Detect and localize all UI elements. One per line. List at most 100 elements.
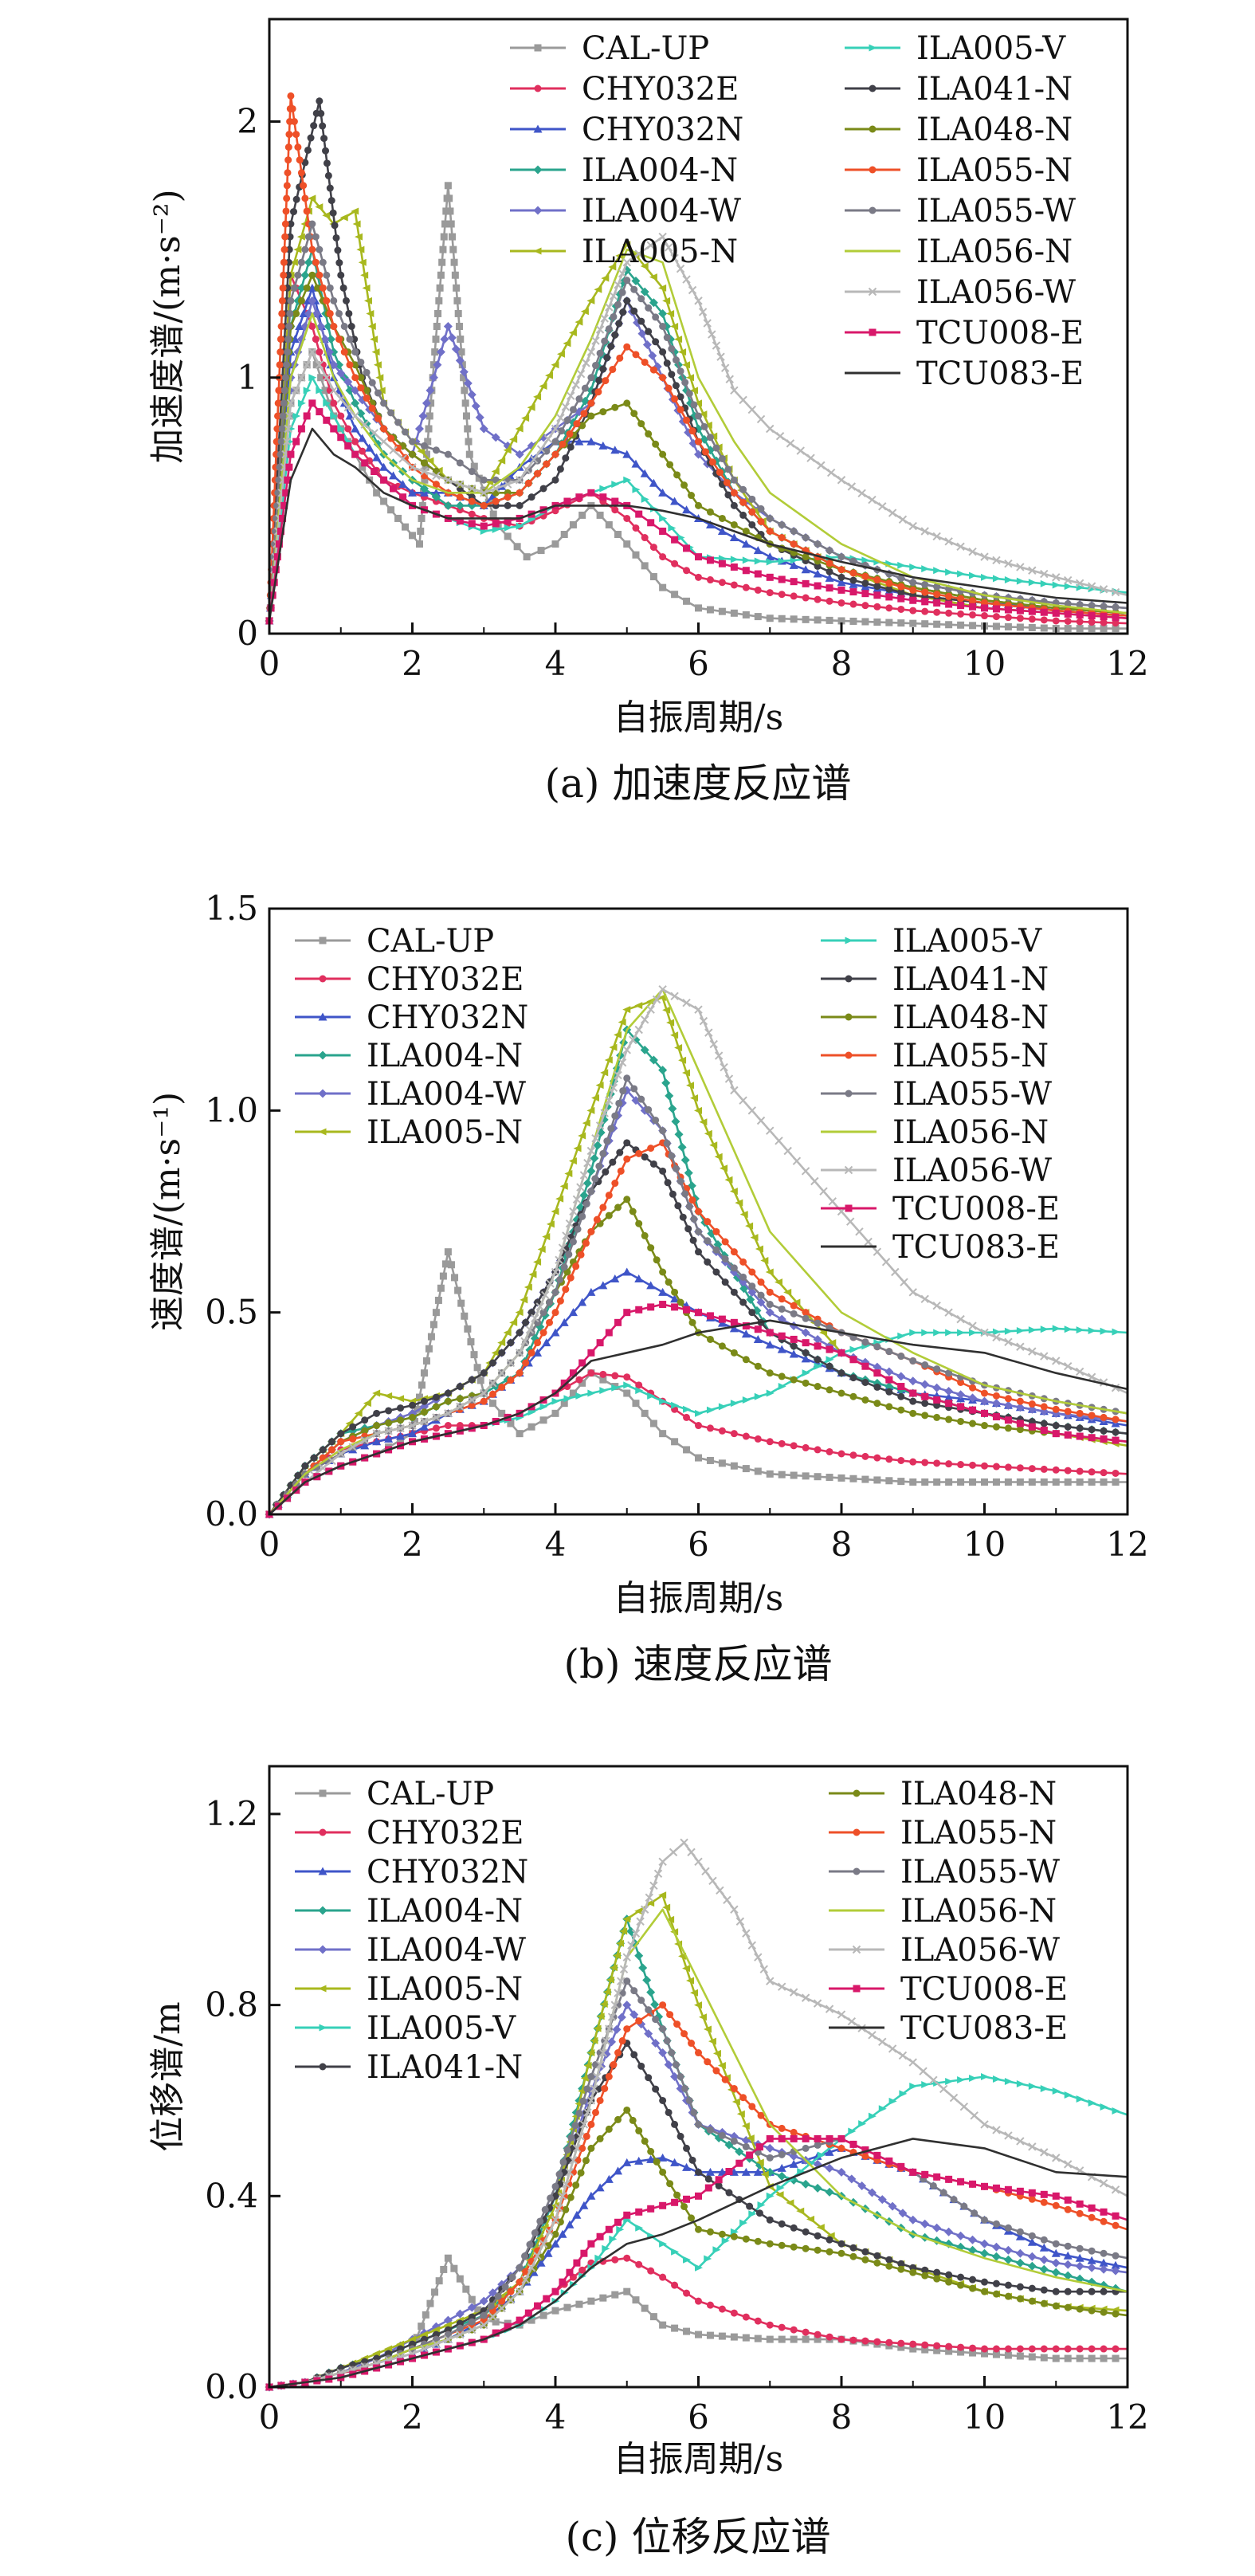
data-point-ILA005-N <box>318 1128 327 1136</box>
data-point-ILA055-W <box>672 356 680 364</box>
data-point-TCU008-E <box>837 2134 845 2142</box>
data-point-ILA005-N <box>750 1234 759 1242</box>
data-point-ILA055-W <box>739 1273 747 1281</box>
data-point-ILA055-W <box>837 553 845 561</box>
data-point-ILA055-W <box>814 540 822 548</box>
data-point-TCU008-E <box>695 2192 702 2200</box>
data-point-CHY032E <box>534 84 542 92</box>
data-point-ILA041-N <box>534 1298 542 1306</box>
data-point-TCU008-E <box>480 522 488 530</box>
data-point-ILA041-N <box>683 2144 691 2152</box>
data-point-ILA055-N <box>802 1309 810 1317</box>
data-point-ILA004-W <box>991 1399 1001 1408</box>
data-point-ILA004-W <box>898 2209 908 2218</box>
data-point-CAL-UP <box>560 531 568 539</box>
data-point-CAL-UP <box>623 1389 631 1397</box>
data-point-ILA055-N <box>387 434 395 442</box>
data-point-ILA056-W <box>649 1881 658 1891</box>
data-point-ILA004-N <box>1027 2261 1037 2271</box>
data-point-ILA005-V <box>1052 581 1061 589</box>
data-point-ILA055-N <box>534 1339 542 1347</box>
data-point-ILA048-N <box>688 1318 696 1326</box>
data-point-ILA041-N <box>969 2276 977 2283</box>
data-point-ILA041-N <box>921 2266 929 2274</box>
data-point-ILA004-N <box>634 1951 644 1961</box>
data-point-ILA004-W <box>1039 2255 1049 2264</box>
data-point-ILA048-N <box>706 2228 714 2236</box>
legend-label: CHY032N <box>367 999 528 1036</box>
data-point-ILA048-N <box>706 508 714 516</box>
data-point-CAL-UP <box>489 510 497 518</box>
data-point-ILA056-W <box>600 314 609 323</box>
data-point-ILA055-W <box>748 495 756 503</box>
data-point-ILA004-N <box>324 322 333 331</box>
data-point-ILA005-V <box>683 1405 692 1413</box>
data-point-ILA055-W <box>690 1215 698 1223</box>
data-point-ILA041-N <box>328 1438 336 1446</box>
data-point-ILA005-N <box>826 2232 835 2240</box>
data-point-ILA005-V <box>969 2074 978 2082</box>
data-point-ILA055-W <box>766 514 774 522</box>
data-point-ILA056-W <box>739 395 747 405</box>
data-point-CHY032N <box>789 2159 798 2168</box>
data-point-ILA056-W <box>444 476 453 485</box>
data-point-CHY032N <box>586 1287 596 1296</box>
data-point-ILA041-N <box>619 308 627 316</box>
data-point-ILA055-N <box>1112 2221 1120 2229</box>
data-point-CHY032N <box>658 1287 668 1296</box>
data-point-ILA041-N <box>672 382 680 390</box>
data-point-ILA004-N <box>668 1104 677 1113</box>
data-point-ILA048-N <box>969 1420 977 1427</box>
data-point-ILA055-N <box>688 2040 696 2048</box>
data-point-ILA004-W <box>622 2001 632 2010</box>
data-point-CAL-UP <box>435 2277 443 2285</box>
data-point-ILA055-W <box>402 428 410 436</box>
data-point-ILA055-W <box>610 312 618 320</box>
data-point-CHY032E <box>659 553 667 561</box>
data-point-ILA005-N <box>712 2049 721 2057</box>
data-point-ILA041-N <box>885 585 893 593</box>
data-point-CHY032E <box>1004 614 1012 622</box>
data-point-TCU008-E <box>861 1362 869 1370</box>
data-point-ILA055-N <box>274 399 282 407</box>
data-point-ILA056-W <box>852 1945 861 1954</box>
data-point-ILA005-N <box>615 252 624 260</box>
data-point-ILA055-N <box>498 1383 506 1391</box>
data-point-ILA055-W <box>603 1137 611 1145</box>
data-point-ILA048-N <box>635 2126 643 2134</box>
data-point-ILA004-W <box>1099 2264 1108 2274</box>
data-point-ILA056-W <box>844 1165 853 1175</box>
data-point-ILA055-N <box>1076 2209 1084 2217</box>
data-point-CAL-UP <box>623 2287 631 2295</box>
data-point-ILA005-N <box>354 233 363 241</box>
data-point-ILA005-V <box>1064 1325 1073 1333</box>
data-point-ILA004-W <box>944 2227 954 2236</box>
data-point-CHY032N <box>634 1274 644 1282</box>
data-point-CHY032E <box>909 2340 917 2348</box>
data-point-ILA055-W <box>480 2311 488 2319</box>
data-point-CHY032N <box>551 2239 560 2248</box>
data-point-ILA004-N <box>677 1142 687 1152</box>
data-point-ILA055-N <box>778 2124 786 2132</box>
data-point-CAL-UP <box>464 425 472 433</box>
data-point-ILA041-N <box>704 2175 712 2183</box>
data-point-ILA055-W <box>316 245 324 253</box>
data-point-ILA005-V <box>909 2082 918 2090</box>
data-point-ILA005-N <box>426 457 434 465</box>
data-point-CHY032N <box>622 1267 632 1276</box>
data-point-ILA004-W <box>896 1372 906 1381</box>
data-point-ILA005-N <box>542 1233 551 1241</box>
data-point-ILA056-W <box>682 275 691 284</box>
data-point-ILA005-N <box>551 1208 559 1215</box>
data-point-ILA056-W <box>605 2024 614 2033</box>
data-point-CHY032E <box>897 2339 905 2347</box>
x-axis-label: 自振周期/s <box>614 1578 783 1619</box>
data-point-TCU008-E <box>981 604 988 612</box>
data-point-ILA055-N <box>704 2058 712 2066</box>
data-point-CHY032E <box>1100 2345 1108 2353</box>
data-point-TCU008-E <box>1016 2187 1024 2195</box>
data-point-ILA056-W <box>801 1167 810 1176</box>
data-point-ILA048-N <box>945 2278 953 2286</box>
data-point-ILA055-W <box>285 323 293 330</box>
data-point-CHY032N <box>631 459 641 468</box>
